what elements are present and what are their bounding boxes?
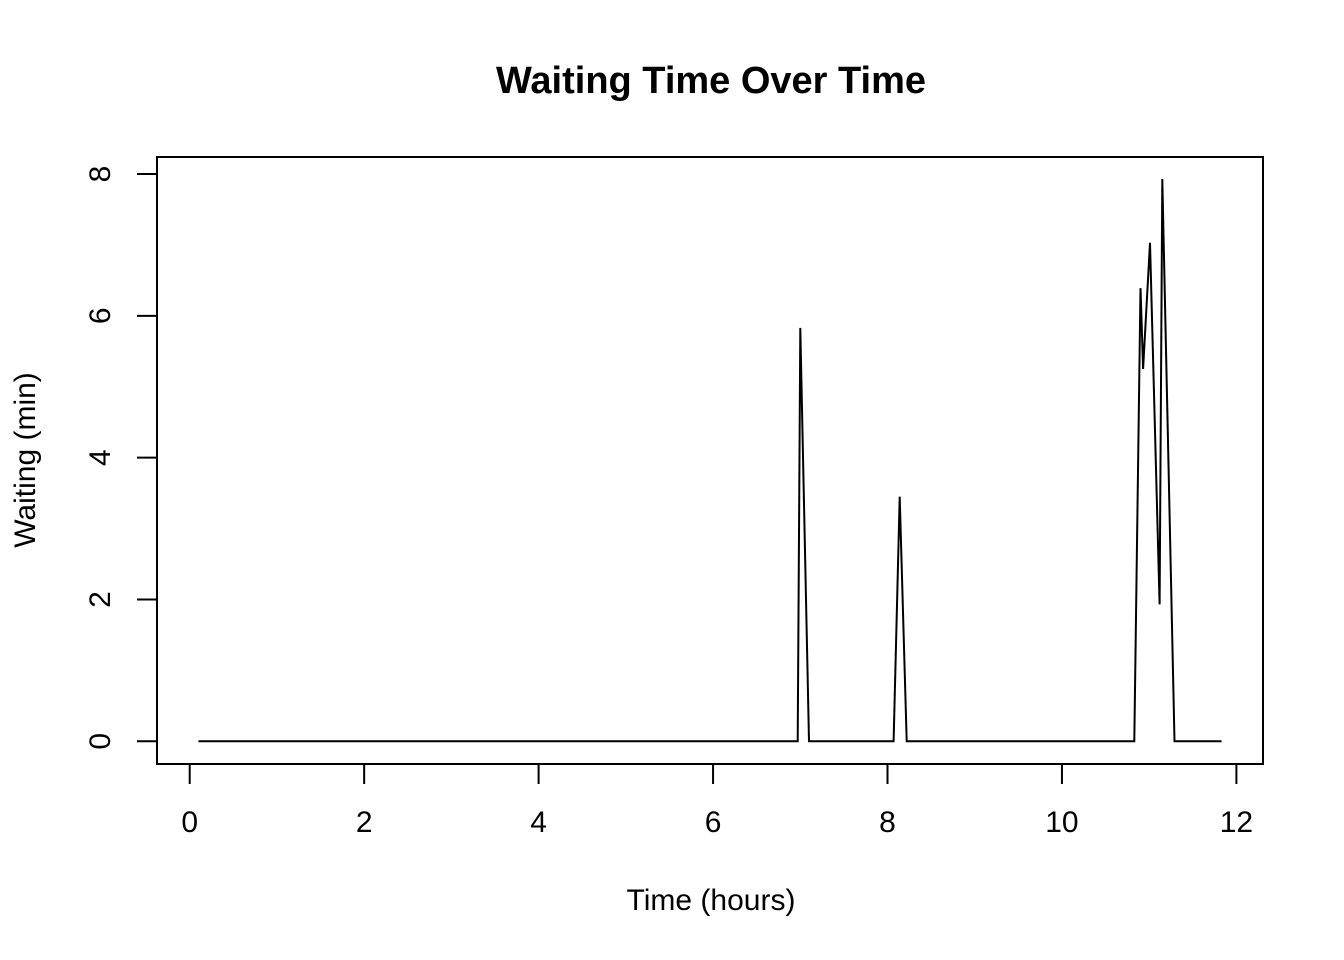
x-axis: 0 2 4 6 8 10 12	[181, 763, 1253, 839]
series-layer	[198, 178, 1222, 743]
x-tick-label: 2	[356, 806, 373, 839]
plot-frame	[156, 156, 1264, 765]
series-line	[198, 178, 1222, 743]
y-axis: 0 2 4 6 8	[84, 166, 158, 750]
chart-title: Waiting Time Over Time	[496, 60, 926, 102]
y-tick-label: 0	[84, 733, 117, 750]
y-tick-label: 4	[84, 449, 117, 466]
x-axis-label: Time (hours)	[627, 884, 796, 917]
x-tick-label: 12	[1220, 806, 1253, 839]
y-tick-label: 8	[84, 166, 117, 183]
x-tick-label: 6	[705, 806, 722, 839]
x-tick-label: 4	[530, 806, 547, 839]
x-tick-label: 8	[879, 806, 896, 839]
x-tick-label: 0	[181, 806, 198, 839]
y-tick-label: 6	[84, 307, 117, 324]
x-tick-label: 10	[1045, 806, 1078, 839]
y-axis-label: Waiting (min)	[9, 372, 42, 548]
y-tick-label: 2	[84, 591, 117, 608]
